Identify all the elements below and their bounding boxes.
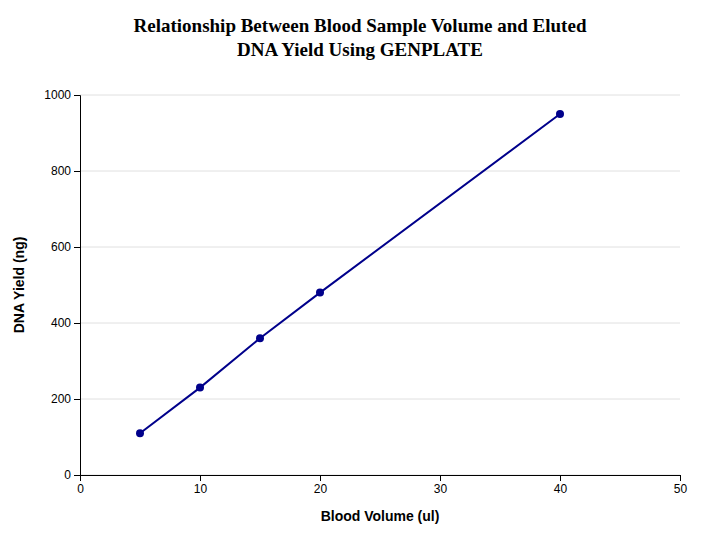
y-tick-label: 0 <box>64 468 71 482</box>
x-tick-mark <box>560 475 561 481</box>
x-tick: 50 <box>674 475 688 496</box>
grid-line <box>80 171 680 172</box>
y-tick: 200 <box>51 392 80 406</box>
x-tick: 0 <box>77 475 84 496</box>
marks <box>136 110 564 437</box>
x-tick-label: 10 <box>194 482 208 496</box>
grid-line <box>80 323 680 324</box>
y-tick-mark <box>74 95 80 96</box>
y-tick-mark <box>74 323 80 324</box>
y-tick-label: 800 <box>51 164 71 178</box>
y-tick: 0 <box>64 468 80 482</box>
grid-line <box>80 399 680 400</box>
x-axis-line <box>81 476 681 482</box>
title: Relationship Between Blood Sample Volume… <box>134 15 587 36</box>
x-tick-mark <box>680 475 681 481</box>
x-tick-label: 40 <box>554 482 568 496</box>
point <box>316 289 324 297</box>
chart: Relationship Between Blood Sample Volume… <box>0 0 720 540</box>
line <box>140 114 560 433</box>
plot-area: 0 10 20 30 40 50 0 200 400 600 800 1000 Blood Volume… <box>11 88 687 524</box>
x-axis: 0 10 20 30 40 50 <box>77 475 687 496</box>
x-tick: 30 <box>434 475 448 496</box>
y-tick-label: 200 <box>51 392 71 406</box>
y-tick-label: 1000 <box>44 88 71 102</box>
x-tick-label: 30 <box>434 482 448 496</box>
y-tick-mark <box>74 171 80 172</box>
point <box>556 110 564 118</box>
y-axis-label: DNA Yield (ng) <box>11 237 27 334</box>
y-tick-mark <box>74 247 80 248</box>
grid-line <box>80 95 680 96</box>
x-tick-label: 20 <box>314 482 328 496</box>
x-tick-mark <box>200 475 201 481</box>
x-axis-label: Blood Volume (ul) <box>321 508 440 524</box>
y-tick: 600 <box>51 240 80 254</box>
x-tick: 10 <box>194 475 208 496</box>
x-tick: 20 <box>314 475 328 496</box>
x-tick: 40 <box>554 475 568 496</box>
y-tick-label: 400 <box>51 316 71 330</box>
x-tick-label: 50 <box>674 482 688 496</box>
grid <box>80 95 680 475</box>
point <box>196 384 204 392</box>
x-tick-mark <box>320 475 321 481</box>
title-group: Relationship Between Blood Sample Volume… <box>134 15 587 60</box>
y-axis: 0 200 400 600 800 1000 <box>44 88 80 482</box>
y-tick: 400 <box>51 316 80 330</box>
x-tick-label: 0 <box>77 482 84 496</box>
y-tick-mark <box>74 399 80 400</box>
y-tick: 1000 <box>44 88 80 102</box>
y-axis-line <box>74 96 81 476</box>
y-tick-mark <box>74 475 80 476</box>
y-tick-label: 600 <box>51 240 71 254</box>
x-tick-mark <box>440 475 441 481</box>
y-tick: 800 <box>51 164 80 178</box>
point <box>256 334 264 342</box>
title: DNA Yield Using GENPLATE <box>237 39 483 60</box>
point <box>136 429 144 437</box>
